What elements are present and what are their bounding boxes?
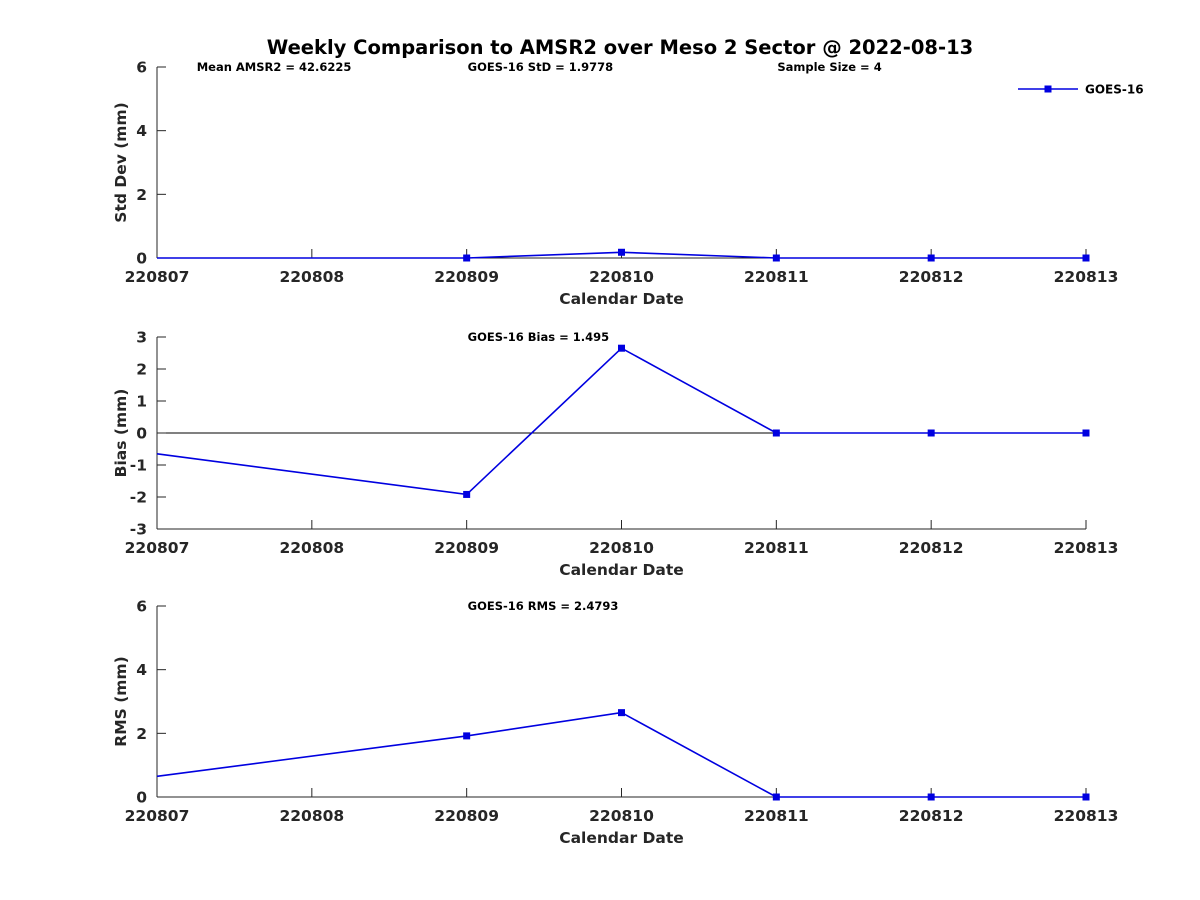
stat-annotation: GOES-16 Bias = 1.495 — [468, 330, 609, 344]
figure-title: Weekly Comparison to AMSR2 over Meso 2 S… — [267, 36, 973, 59]
x-axis-label: Calendar Date — [559, 829, 684, 847]
data-point-marker — [618, 248, 625, 256]
x-tick-label: 220813 — [1054, 807, 1119, 825]
stat-annotation: Mean AMSR2 = 42.6225 — [197, 60, 352, 74]
y-tick-label: 2 — [136, 186, 147, 204]
x-tick-label: 220812 — [899, 539, 964, 557]
x-tick-label: 220807 — [125, 807, 190, 825]
data-point-marker — [927, 254, 935, 262]
y-axis-label: RMS (mm) — [112, 656, 130, 746]
x-tick-label: 220812 — [899, 807, 964, 825]
legend-marker — [1044, 85, 1052, 93]
x-tick-label: 220813 — [1054, 539, 1119, 557]
x-tick-label: 220807 — [125, 539, 190, 557]
x-tick-label: 220807 — [125, 268, 190, 286]
series-line-goes16 — [156, 347, 1086, 496]
data-point-marker — [463, 490, 471, 498]
y-tick-label: 0 — [136, 789, 147, 807]
y-tick-label: 0 — [136, 250, 147, 268]
y-tick-label: 1 — [136, 393, 147, 411]
data-point-marker — [927, 429, 935, 437]
chart-panel-2: -3 -2 -1 0 1 2 3 220807 220808 220809 220810 220811… — [112, 329, 1118, 580]
x-tick-label: 220809 — [434, 268, 499, 286]
stat-annotation: GOES-16 RMS = 2.4793 — [468, 599, 619, 613]
stat-annotation: Sample Size = 4 — [777, 60, 881, 74]
x-tick-label: 220810 — [589, 539, 654, 557]
series-line-goes16 — [156, 711, 1086, 798]
chart-panel-1: 0 2 4 6 220807 220808 220809 220810 220811 220812… — [112, 59, 1144, 309]
stat-annotation: GOES-16 StD = 1.9778 — [468, 60, 613, 74]
series-line-goes16 — [157, 251, 1086, 259]
y-tick-label: -1 — [130, 457, 147, 475]
y-tick-label: -3 — [130, 521, 147, 539]
x-tick-label: 220809 — [434, 539, 499, 557]
legend-label: GOES-16 — [1085, 83, 1144, 97]
y-tick-label: 4 — [136, 122, 147, 140]
x-tick-label: 220811 — [744, 268, 809, 286]
data-point-marker — [463, 732, 471, 740]
y-tick-label: 2 — [136, 361, 147, 379]
x-tick-label: 220808 — [279, 268, 344, 286]
y-tick-label: 4 — [136, 661, 147, 679]
y-axis-label: Std Dev (mm) — [112, 102, 130, 222]
x-tick-label: 220811 — [744, 807, 809, 825]
y-tick-label: 6 — [136, 59, 147, 77]
y-tick-label: 0 — [136, 425, 147, 443]
y-tick-label: -2 — [130, 489, 147, 507]
x-tick-label: 220809 — [434, 807, 499, 825]
data-point-marker — [1082, 429, 1090, 437]
data-point-marker — [927, 793, 935, 801]
x-tick-label: 220808 — [279, 807, 344, 825]
y-axis-label: Bias (mm) — [112, 389, 130, 478]
x-tick-label: 220813 — [1054, 268, 1119, 286]
data-point-marker — [618, 709, 625, 717]
y-tick-label: 3 — [136, 329, 147, 347]
x-tick-label: 220810 — [589, 807, 654, 825]
x-axis-label: Calendar Date — [559, 290, 684, 308]
data-point-marker — [772, 793, 780, 801]
x-axis-label: Calendar Date — [559, 561, 684, 579]
x-tick-label: 220808 — [279, 539, 344, 557]
data-point-marker — [463, 254, 471, 262]
x-tick-label: 220811 — [744, 539, 809, 557]
x-tick-label: 220812 — [899, 268, 964, 286]
y-tick-label: 2 — [136, 725, 147, 743]
data-point-marker — [772, 429, 780, 437]
x-tick-label: 220810 — [589, 268, 654, 286]
legend: GOES-16 — [1018, 83, 1144, 97]
data-point-marker — [1082, 254, 1090, 262]
data-point-marker — [772, 254, 780, 262]
chart-panel-3: 0 2 4 6 220807 220808 220809 220810 220811 220812… — [112, 598, 1118, 848]
data-point-marker — [1082, 793, 1090, 801]
data-point-marker — [618, 344, 625, 352]
y-tick-label: 6 — [136, 598, 147, 616]
